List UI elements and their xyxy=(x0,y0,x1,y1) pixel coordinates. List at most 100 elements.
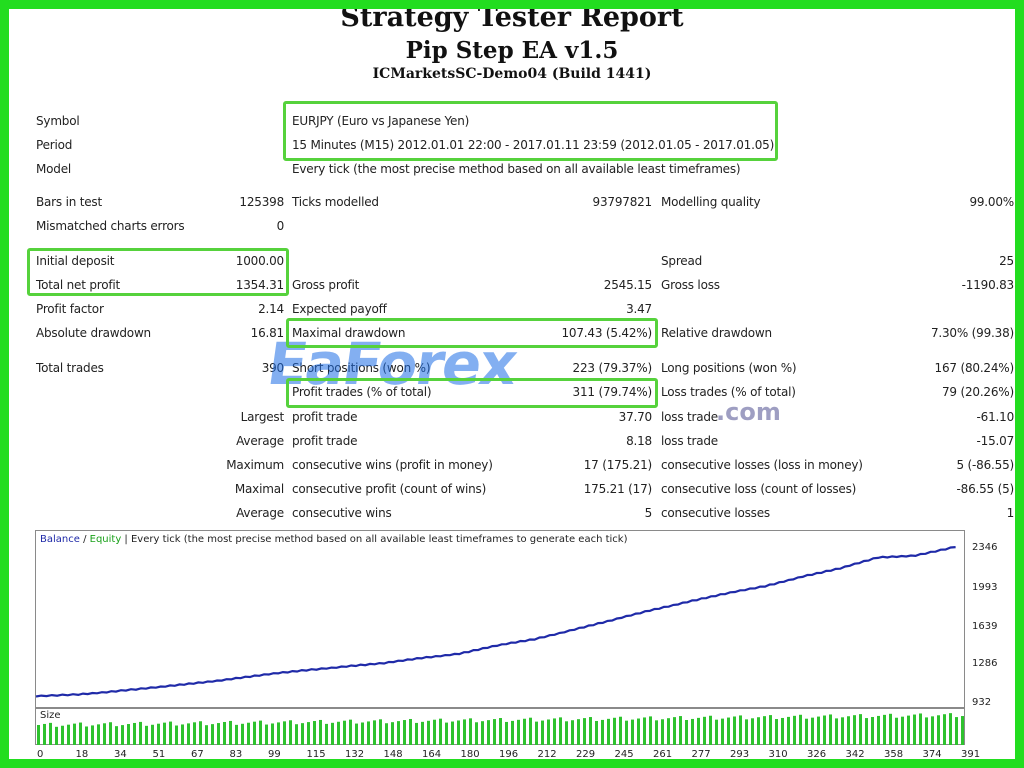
x-tick: 180 xyxy=(460,749,480,760)
balance-chart xyxy=(35,530,965,708)
profit-trades-label: Profit trades (% of total) xyxy=(292,385,432,399)
largest-loss-label: loss trade xyxy=(661,410,718,424)
largest-loss-value: -61.10 xyxy=(976,410,1015,424)
quality-label: Modelling quality xyxy=(661,195,761,209)
x-tick: 229 xyxy=(576,749,596,760)
legend-balance: Balance xyxy=(40,534,80,545)
model-label: Model xyxy=(36,162,72,176)
maximal-loss-value: -86.55 (5) xyxy=(956,482,1015,496)
x-tick: 164 xyxy=(422,749,442,760)
ea-name: Pip Step EA v1.5 xyxy=(405,37,619,64)
x-tick: 115 xyxy=(306,749,326,760)
y-tick: 2346 xyxy=(972,542,998,553)
net-profit-label: Total net profit xyxy=(36,278,121,292)
highlight-symbol-period xyxy=(283,101,778,161)
net-profit-value: 1354.31 xyxy=(235,278,284,292)
y-tick: 1286 xyxy=(972,658,998,669)
long-positions-label: Long positions (won %) xyxy=(661,361,797,375)
average-profit-label: profit trade xyxy=(292,434,358,448)
long-positions-value: 167 (80.24%) xyxy=(934,361,1015,375)
short-positions-label: Short positions (won %) xyxy=(292,361,431,375)
maximal-drawdown-value: 107.43 (5.42%) xyxy=(561,326,653,340)
deposit-label: Initial deposit xyxy=(36,254,115,268)
mismatched-label: Mismatched charts errors xyxy=(36,219,185,233)
largest-profit-value: 37.70 xyxy=(618,410,653,424)
y-tick: 932 xyxy=(972,697,992,708)
total-trades-value: 390 xyxy=(261,361,285,375)
gross-profit-value: 2545.15 xyxy=(603,278,652,292)
symbol-label: Symbol xyxy=(36,114,80,128)
highlight-deposit-profit xyxy=(27,248,289,296)
chart-legend: Balance / Equity | Every tick (the most … xyxy=(40,534,627,545)
average-profit-value: 8.18 xyxy=(626,434,652,448)
x-tick: 99 xyxy=(268,749,281,760)
maximal-label: Maximal xyxy=(234,482,284,496)
highlight-profit-trades xyxy=(286,378,658,408)
total-trades-label: Total trades xyxy=(36,361,104,375)
server-name: ICMarketsSC-Demo04 (Build 1441) xyxy=(372,66,652,82)
avg-cons-wins-value: 5 xyxy=(644,506,653,520)
maximal-profit-label: consecutive profit (count of wins) xyxy=(292,482,487,496)
loss-trades-value: 79 (20.26%) xyxy=(941,385,1014,399)
x-tick: 391 xyxy=(961,749,981,760)
maximal-drawdown-label: Maximal drawdown xyxy=(292,326,406,340)
largest-label: Largest xyxy=(240,410,285,424)
model-value: Every tick (the most precise method base… xyxy=(292,162,741,176)
legend-separator: / xyxy=(79,534,90,545)
x-tick: 212 xyxy=(537,749,557,760)
x-tick: 34 xyxy=(114,749,127,760)
absolute-drawdown-label: Absolute drawdown xyxy=(36,326,151,340)
deposit-value: 1000.00 xyxy=(235,254,284,268)
expected-payoff-label: Expected payoff xyxy=(292,302,387,316)
x-tick: 326 xyxy=(807,749,827,760)
bars-value: 125398 xyxy=(239,195,284,209)
size-label: Size xyxy=(40,710,61,721)
watermark-suffix: .com xyxy=(716,398,781,426)
relative-drawdown-value: 7.30% (99.38) xyxy=(930,326,1014,340)
x-tick: 293 xyxy=(730,749,750,760)
y-tick: 1639 xyxy=(972,621,998,632)
ticks-label: Ticks modelled xyxy=(292,195,379,209)
x-tick: 261 xyxy=(653,749,673,760)
period-value: 15 Minutes (M15) 2012.01.01 22:00 - 2017… xyxy=(292,138,775,152)
max-cons-wins-value: 17 (175.21) xyxy=(583,458,652,472)
x-tick: 310 xyxy=(768,749,788,760)
legend-equity: Equity xyxy=(89,534,122,545)
gross-profit-label: Gross profit xyxy=(292,278,360,292)
short-positions-value: 223 (79.37%) xyxy=(572,361,653,375)
gross-loss-value: -1190.83 xyxy=(961,278,1015,292)
x-tick: 196 xyxy=(499,749,519,760)
x-tick: 67 xyxy=(191,749,204,760)
legend-description: | Every tick (the most precise method ba… xyxy=(121,534,628,545)
max-cons-wins-label: consecutive wins (profit in money) xyxy=(292,458,493,472)
relative-drawdown-label: Relative drawdown xyxy=(661,326,772,340)
profit-factor-value: 2.14 xyxy=(258,302,284,316)
x-tick: 0 xyxy=(37,749,44,760)
largest-profit-label: profit trade xyxy=(292,410,358,424)
loss-trades-label: Loss trades (% of total) xyxy=(661,385,796,399)
quality-value: 99.00% xyxy=(969,195,1014,209)
bars-label: Bars in test xyxy=(36,195,102,209)
average-label: Average xyxy=(236,434,284,448)
max-cons-losses-label: consecutive losses (loss in money) xyxy=(661,458,863,472)
avg-cons-wins-label: consecutive wins xyxy=(292,506,392,520)
maximal-loss-label: consecutive loss (count of losses) xyxy=(661,482,857,496)
x-tick: 51 xyxy=(152,749,166,760)
x-tick: 358 xyxy=(884,749,904,760)
maximal-profit-value: 175.21 (17) xyxy=(583,482,652,496)
max-cons-losses-value: 5 (-86.55) xyxy=(956,458,1015,472)
y-tick: 1993 xyxy=(972,582,998,593)
average-loss-label: loss trade xyxy=(661,434,718,448)
x-tick: 18 xyxy=(75,749,89,760)
profit-factor-label: Profit factor xyxy=(36,302,104,316)
spread-label: Spread xyxy=(661,254,703,268)
mismatched-value: 0 xyxy=(276,219,285,233)
ticks-value: 93797821 xyxy=(592,195,653,209)
report-title: Strategy Tester Report xyxy=(340,2,684,33)
spread-value: 25 xyxy=(999,254,1014,268)
x-tick: 342 xyxy=(845,749,865,760)
x-tick: 374 xyxy=(922,749,942,760)
size-panel xyxy=(35,708,965,745)
period-label: Period xyxy=(36,138,73,152)
x-tick: 148 xyxy=(383,749,403,760)
